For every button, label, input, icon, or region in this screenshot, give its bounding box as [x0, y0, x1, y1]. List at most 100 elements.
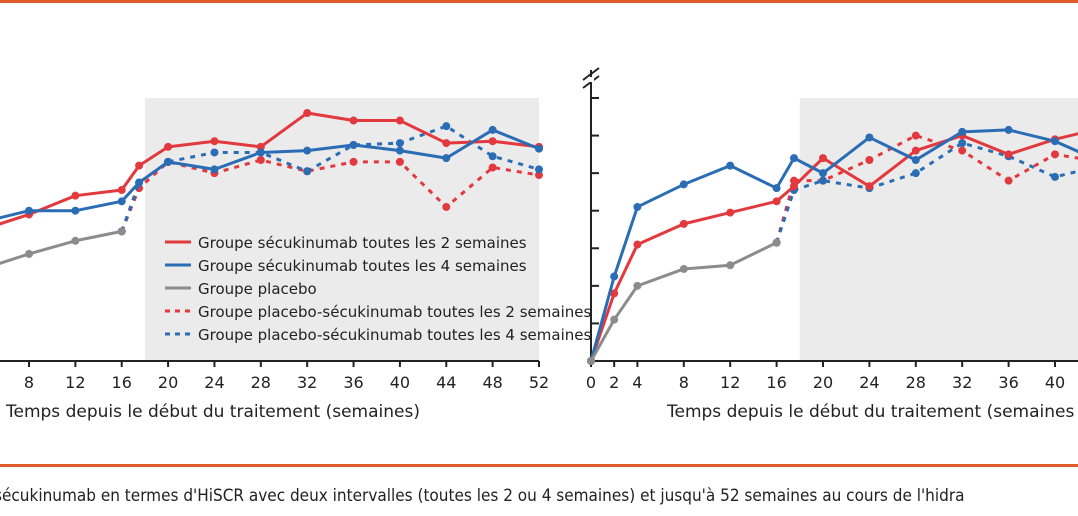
data-point	[488, 137, 497, 146]
series-line	[0, 229, 123, 265]
data-point	[164, 142, 173, 151]
data-point	[1051, 137, 1059, 146]
data-point	[819, 154, 827, 163]
series-line	[589, 241, 778, 362]
data-point	[488, 125, 497, 134]
x-tick-label: 44	[436, 373, 456, 392]
top-rule	[0, 0, 1078, 3]
data-point	[679, 180, 688, 189]
x-tick-label: 16	[112, 373, 132, 392]
data-point	[349, 116, 358, 125]
data-point	[442, 154, 451, 163]
data-point	[256, 155, 265, 164]
data-point	[135, 161, 144, 170]
legend-label: Groupe placebo-sécukinumab toutes les 4 …	[198, 326, 591, 344]
data-point	[395, 116, 404, 125]
x-tick-label: 24	[859, 373, 879, 392]
data-point	[349, 157, 358, 166]
data-point	[25, 206, 33, 215]
x-axis-label: Temps depuis le début du traitement (sem…	[666, 402, 1074, 422]
data-point	[210, 148, 219, 157]
data-point	[958, 146, 967, 155]
data-point	[772, 238, 781, 247]
data-point	[726, 161, 735, 170]
x-tick-label: 4	[632, 373, 642, 392]
x-tick-label: 52	[529, 373, 549, 392]
bottom-rule	[0, 464, 1078, 467]
x-tick-label: 12	[65, 373, 85, 392]
x-tick-label: 28	[251, 373, 271, 392]
data-point	[610, 315, 619, 324]
data-point	[210, 165, 219, 174]
x-tick-label: 32	[297, 373, 317, 392]
data-point	[395, 146, 404, 155]
axis-break-gap	[588, 77, 594, 82]
x-tick-label: 20	[813, 373, 833, 392]
series-line	[775, 141, 1078, 244]
legend-label: Groupe sécukinumab toutes les 2 semaines	[198, 234, 527, 252]
axis-break-mark	[582, 67, 600, 81]
data-point	[790, 182, 798, 191]
data-point	[587, 357, 595, 365]
data-point	[911, 155, 920, 164]
figure-caption: sécukinumab en termes d'HiSCR avec deux …	[0, 486, 965, 506]
data-point	[772, 197, 781, 206]
chart-left: 8 12 16 20 24 28 32 36 40 44 48 52 Temps depuis le d…	[0, 98, 549, 422]
data-point	[164, 157, 173, 166]
x-tick-label: 32	[952, 373, 972, 392]
data-point	[535, 144, 543, 153]
data-point	[535, 171, 543, 180]
data-point	[772, 184, 781, 193]
data-point	[610, 272, 619, 281]
data-point	[1004, 125, 1013, 134]
x-axis-label: Temps depuis le début du traitement (sem…	[5, 402, 420, 422]
data-point	[790, 154, 798, 163]
data-point	[865, 182, 874, 191]
data-point	[726, 261, 735, 270]
data-point	[1004, 150, 1013, 159]
data-point	[442, 139, 451, 148]
data-point	[117, 197, 126, 206]
data-point	[71, 206, 80, 215]
data-point	[535, 165, 543, 174]
data-point	[256, 148, 265, 157]
data-point	[488, 152, 497, 161]
data-point	[1051, 172, 1059, 181]
series-line	[120, 158, 540, 232]
data-point	[911, 131, 920, 140]
x-tick-label: 40	[1045, 373, 1065, 392]
data-point	[117, 227, 126, 236]
series-line	[589, 132, 1078, 362]
data-point	[1051, 150, 1059, 159]
data-point	[819, 169, 827, 178]
x-tick-label: 36	[343, 373, 363, 392]
x-tick-label: 0	[586, 373, 596, 392]
x-tick-label: 12	[720, 373, 740, 392]
data-point	[303, 167, 312, 176]
legend-label: Groupe placebo-sécukinumab toutes les 2 …	[198, 303, 591, 321]
data-point	[442, 202, 451, 211]
data-point	[25, 249, 33, 258]
data-point	[633, 202, 642, 211]
data-point	[1004, 176, 1013, 185]
data-point	[71, 236, 80, 245]
data-point	[71, 191, 80, 200]
x-tick-label: 8	[24, 373, 34, 392]
series-line	[589, 128, 1078, 362]
data-point	[911, 146, 920, 155]
x-tick-label: 48	[482, 373, 502, 392]
data-point	[958, 139, 967, 148]
data-point	[865, 133, 874, 142]
data-point	[442, 122, 451, 131]
data-point	[303, 146, 312, 155]
data-point	[911, 169, 920, 178]
data-point	[303, 109, 312, 118]
data-point	[395, 139, 404, 148]
legend-label: Groupe sécukinumab toutes les 4 semaines	[198, 257, 527, 275]
series-line	[0, 111, 540, 226]
data-point	[117, 186, 126, 195]
x-tick-label: 36	[998, 373, 1018, 392]
x-tick-label: 16	[766, 373, 786, 392]
x-tick-label: 40	[390, 373, 410, 392]
data-point	[865, 155, 874, 164]
